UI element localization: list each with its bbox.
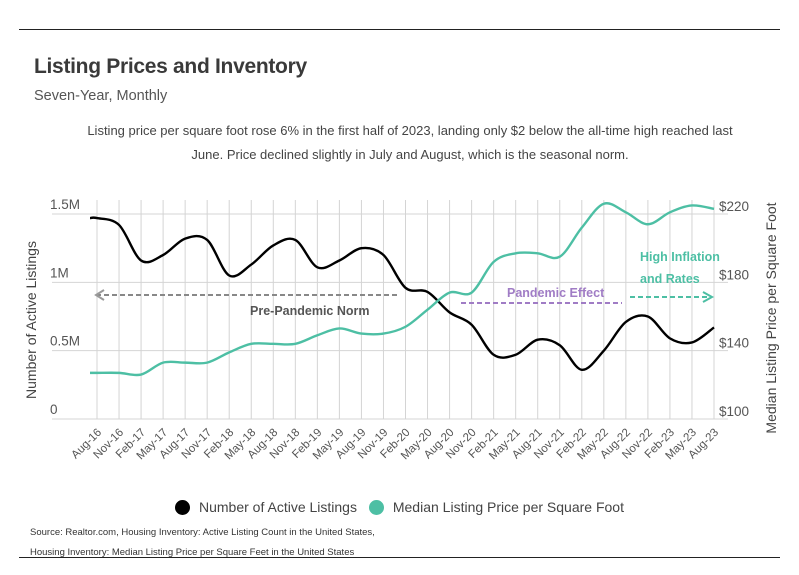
legend-dot-price xyxy=(368,499,384,515)
y-tick-right: $100 xyxy=(719,404,749,419)
pre-pandemic-arrowhead-icon xyxy=(94,289,105,301)
legend-item-price: Median Listing Price per Square Foot xyxy=(368,499,624,515)
y-axis-title-left: Number of Active Listings xyxy=(23,241,39,399)
high-inflation-label-line1: High Inflation xyxy=(640,250,720,264)
chart-svg: 0 $100 0.5M $140 1M $180 1.5M $220 Number of Act… xyxy=(23,197,779,462)
source-note: Source: Realtor.com, Housing Inventory: … xyxy=(30,523,375,563)
y-axis-title-right: Median Listing Price per Square Foot xyxy=(763,202,779,433)
y-tick-left: 0.5M xyxy=(50,334,80,349)
y-tick-left: 0 xyxy=(50,402,58,417)
source-line-1: Source: Realtor.com, Housing Inventory: … xyxy=(30,527,375,538)
legend: Number of Active Listings Median Listing… xyxy=(0,499,799,518)
y-tick-right: $140 xyxy=(719,336,749,351)
high-inflation-arrowhead-icon xyxy=(702,291,715,303)
series-line-price-per-sqft xyxy=(90,202,715,377)
legend-item-listings: Number of Active Listings xyxy=(175,499,357,515)
legend-label-listings: Number of Active Listings xyxy=(199,499,357,515)
bottom-rule xyxy=(19,557,780,558)
chart-description: Listing price per square foot rose 6% in… xyxy=(87,123,733,162)
pre-pandemic-label: Pre-Pandemic Norm xyxy=(250,304,369,318)
y-tick-left: 1M xyxy=(50,265,69,280)
legend-label-price: Median Listing Price per Square Foot xyxy=(392,499,624,515)
y-tick-left: 1.5M xyxy=(50,197,80,212)
high-inflation-label-line2: and Rates xyxy=(640,272,700,286)
legend-dot-listings xyxy=(175,499,190,515)
y-tick-right: $180 xyxy=(719,267,749,282)
y-tick-right: $220 xyxy=(719,199,749,214)
pandemic-effect-label: Pandemic Effect xyxy=(507,286,605,300)
series-line-active-listings xyxy=(89,216,715,371)
source-line-2: Housing Inventory: Median Listing Price … xyxy=(30,547,355,558)
chart-title: Listing Prices and Inventory xyxy=(34,55,307,78)
chart-subtitle: Seven-Year, Monthly xyxy=(34,88,168,104)
top-rule xyxy=(19,29,780,30)
